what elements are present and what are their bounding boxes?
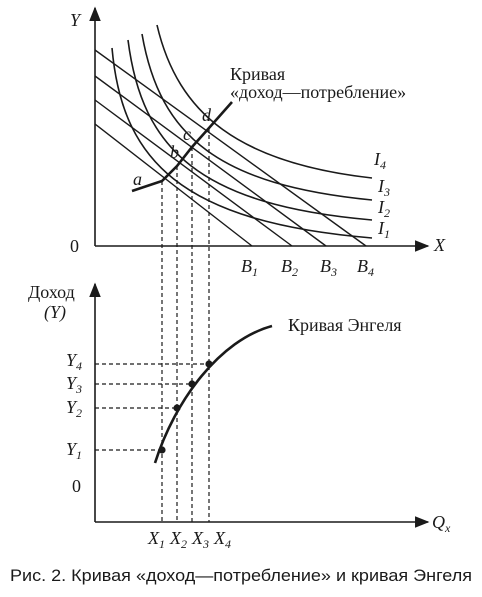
- indifference-curve-i3: [141, 33, 373, 201]
- figure-caption: Рис. 2. Кривая «доход—потребление» и кри…: [10, 567, 472, 585]
- tick-label-x2: X2: [169, 528, 187, 551]
- icc-caption-line2: «доход—потребление»: [230, 82, 406, 102]
- income-tick-labels: Y1 Y2 Y3 Y4: [66, 350, 82, 462]
- budget-label-b3: B3: [320, 256, 337, 279]
- bottom-panel: Доход (Y) 0 Qx Кривая Энгеля Y1 Y2 Y3 Y4…: [28, 282, 451, 551]
- indifference-curve-i2: [127, 39, 373, 221]
- point-label-d: d: [202, 105, 212, 125]
- tick-label-x4: X4: [213, 528, 231, 551]
- budget-line-b3: [94, 75, 327, 247]
- tick-label-y2: Y2: [66, 397, 82, 420]
- engel-point-2: [173, 404, 181, 412]
- budget-label-b2: B2: [281, 256, 298, 279]
- bottom-y-axis-label-line2: (Y): [44, 302, 66, 323]
- budget-line-b1: [94, 123, 253, 247]
- budget-label-b4: B4: [357, 256, 374, 279]
- top-y-axis-label: Y: [70, 10, 82, 30]
- tick-label-x3: X3: [191, 528, 209, 551]
- tick-label-y3: Y3: [66, 373, 82, 396]
- point-label-c: c: [183, 124, 191, 144]
- quantity-tick-labels: X1 X2 X3 X4: [147, 528, 231, 551]
- income-consumption-curve: [131, 101, 233, 193]
- curve-label-i3: I3: [377, 176, 390, 199]
- bottom-y-axis-label-line1: Доход: [28, 282, 75, 302]
- top-x-axis-label: X: [433, 235, 446, 255]
- budget-line-b2: [94, 99, 293, 247]
- top-panel: Y X 0 a b c d Кривая «доход—потребление»…: [70, 6, 446, 279]
- indifference-curve-i1: [111, 47, 373, 239]
- curve-label-i1: I1: [377, 218, 390, 241]
- projection-lines: [161, 128, 210, 522]
- icc-caption-line1: Кривая: [230, 64, 285, 84]
- engel-point-3: [188, 380, 196, 388]
- budget-label-b1: B1: [241, 256, 258, 279]
- budget-line-labels: B1 B2 B3 B4: [241, 256, 374, 279]
- engel-point-1: [158, 446, 166, 454]
- bottom-x-axis-label: Qx: [432, 512, 451, 535]
- point-label-b: b: [170, 142, 179, 162]
- indifference-curve-labels: I1 I2 I3 I4: [373, 149, 390, 241]
- tick-label-x1: X1: [147, 528, 165, 551]
- indifference-curve-i4: [156, 24, 373, 179]
- tick-label-y1: Y1: [66, 439, 82, 462]
- top-origin-label: 0: [70, 236, 79, 256]
- curve-label-i2: I2: [377, 197, 390, 220]
- engel-curve: [153, 324, 273, 464]
- point-label-a: a: [133, 169, 142, 189]
- bottom-origin-label: 0: [72, 476, 81, 496]
- engel-point-4: [205, 360, 213, 368]
- curve-label-i4: I4: [373, 149, 386, 172]
- tick-label-y4: Y4: [66, 350, 82, 373]
- engel-caption: Кривая Энгеля: [288, 315, 402, 335]
